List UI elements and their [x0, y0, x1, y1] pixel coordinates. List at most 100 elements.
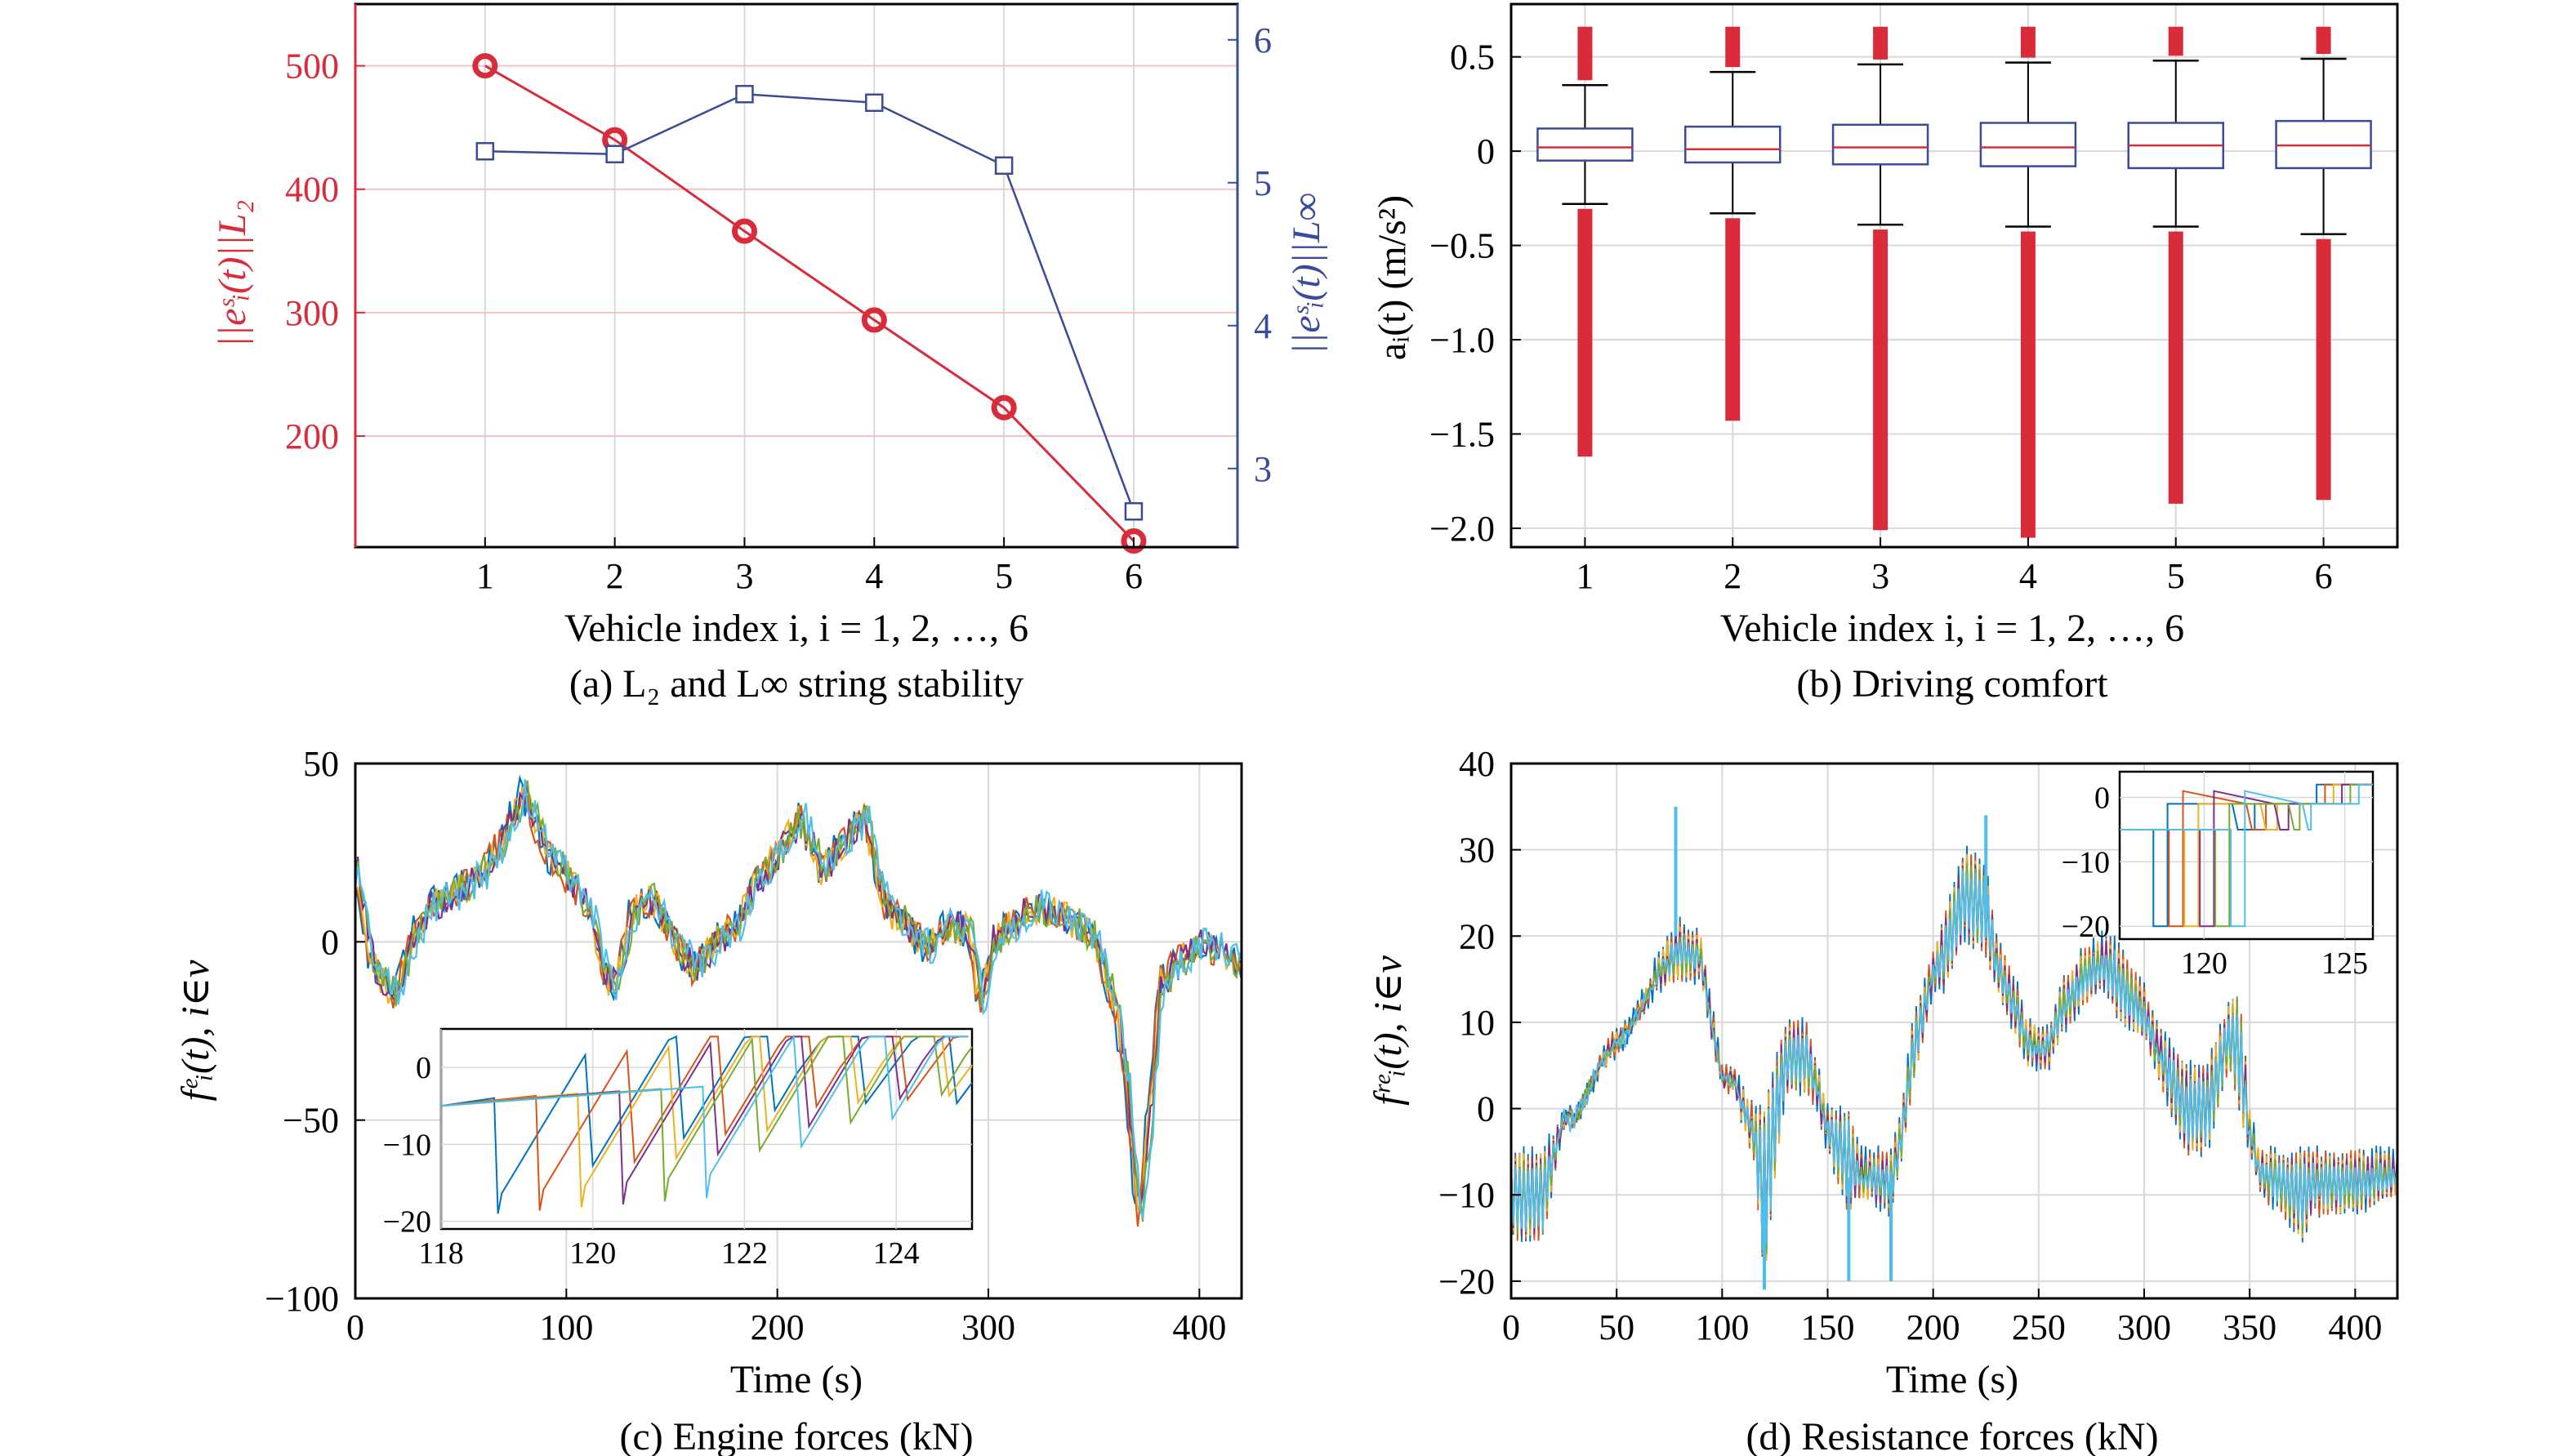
y-tick-label: 0 — [321, 922, 339, 962]
inset-x-tick-label: 120 — [569, 1236, 616, 1271]
panel-d-ylabel: fʳᵉᵢ(t), i∈v — [1367, 955, 1410, 1105]
panel-c-ylabel: fᵉᵢ(t), i∈v — [174, 960, 217, 1102]
inset-series-5 — [2120, 783, 2373, 928]
inset-frame — [439, 1027, 974, 1231]
y-tick-label-left: 200 — [285, 416, 339, 456]
x-tick-label: 2 — [1724, 556, 1741, 596]
inset-y-tick-label: −10 — [383, 1128, 431, 1162]
x-tick-label: 4 — [865, 556, 883, 596]
data-point-circle — [991, 394, 1017, 421]
x-tick-label: 150 — [1801, 1307, 1855, 1347]
panel-b-grid — [1511, 4, 2397, 547]
panel-d-caption: (d) Resistance forces (kN) — [1746, 1415, 2158, 1456]
x-tick-label: 300 — [2117, 1307, 2171, 1347]
panel-b-caption: (b) Driving comfort — [1796, 662, 2108, 706]
inset-x-tick-label: 122 — [721, 1236, 768, 1271]
panel-c-caption: (c) Engine forces (kN) — [619, 1415, 973, 1456]
x-tick-label: 0 — [346, 1307, 364, 1347]
panel-a-caption: (a) L₂ and L∞ string stability — [569, 662, 1023, 706]
x-tick-label: 200 — [751, 1307, 805, 1347]
panel-b-frame — [1509, 2, 2399, 549]
x-tick-label: 100 — [539, 1307, 593, 1347]
y-tick-label: 0 — [1477, 1089, 1495, 1129]
y-tick-label: 10 — [1459, 1003, 1495, 1043]
y-tick-label-right: 6 — [1254, 20, 1272, 60]
y-tick-label: −50 — [283, 1101, 339, 1141]
panel-c-frame — [354, 762, 1243, 1300]
data-point-circle — [731, 218, 757, 244]
x-tick-label: 250 — [2012, 1307, 2066, 1347]
x-tick-label: 1 — [1576, 556, 1594, 596]
panel-d: 0 50 100 150 200 250 300 350 400403020100−10−20 … — [1367, 744, 2399, 1456]
data-point-square — [735, 85, 754, 104]
panel-c-xlabel: Time (s) — [730, 1358, 863, 1401]
x-tick-label: 300 — [961, 1307, 1015, 1347]
inset-y-tick-label: −20 — [383, 1205, 431, 1240]
inset-series-4 — [440, 1035, 969, 1204]
panel-c-inset: 118 120 122 124 0 −10 −20 — [383, 1027, 974, 1271]
y-tick-label-right: 5 — [1254, 163, 1272, 203]
y-tick-label: 50 — [303, 744, 339, 784]
inset-series-3 — [2120, 783, 2373, 928]
x-tick-label: 6 — [1125, 556, 1143, 596]
y-tick-label: 0.5 — [1450, 38, 1495, 78]
panel-d-frame — [1509, 762, 2399, 1300]
panel-a-ticks: 1 2 3 4 5 6 200 300 400 500 3 4 5 6 — [285, 20, 1272, 596]
panel-d-plot — [1510, 806, 2398, 1290]
inset-x-tick-label: 125 — [2321, 946, 2368, 981]
inset-y-tick-label: −10 — [2062, 845, 2110, 879]
box-iqr — [1979, 122, 2077, 167]
x-tick-label: 3 — [735, 556, 753, 596]
data-point-square — [1124, 502, 1144, 521]
inset-x-tick-label: 118 — [418, 1236, 464, 1271]
y-tick-label: 20 — [1459, 916, 1495, 956]
inset-y-tick-label: 0 — [416, 1051, 431, 1085]
data-point-square — [865, 93, 884, 112]
data-point-circle — [472, 53, 498, 79]
y-tick-label: −1.5 — [1429, 414, 1495, 454]
x-tick-label: 100 — [1695, 1307, 1749, 1347]
y-tick-label: −1.0 — [1429, 320, 1495, 360]
inset-series-2 — [2120, 783, 2373, 928]
x-tick-label: 6 — [2315, 556, 2333, 596]
y-tick-label: −0.5 — [1429, 226, 1495, 266]
data-point-square — [605, 145, 624, 163]
y-tick-label-left: 300 — [285, 293, 339, 333]
box-iqr — [1536, 127, 1634, 162]
x-tick-label: 350 — [2223, 1307, 2276, 1347]
inset-series-6 — [440, 1034, 969, 1199]
panel-a: 1 2 3 4 5 6 200 300 400 500 3 4 5 6 ||eˢᵢ(t)||L₂ ||eˢ… — [211, 2, 1328, 706]
y-tick-label: 30 — [1459, 830, 1495, 870]
inset-x-tick-label: 124 — [873, 1236, 920, 1271]
x-tick-label: 4 — [2019, 556, 2037, 596]
panel-b: 1 2 3 4 5 60.50−0.5−1.0−1.5−2.0 aᵢ(t) (m/s²) … — [1371, 2, 2399, 706]
x-tick-label: 2 — [606, 556, 624, 596]
data-point-circle — [1121, 528, 1147, 554]
resistance-force-series-6 — [1510, 870, 2398, 1250]
data-point-circle — [861, 307, 887, 333]
engine-force-series-6 — [354, 779, 1243, 1221]
x-tick-label: 1 — [476, 556, 494, 596]
series-line-blue — [484, 92, 1135, 512]
y-tick-label-left: 400 — [285, 170, 339, 210]
panel-a-xlabel: Vehicle index i, i = 1, 2, …, 6 — [564, 607, 1028, 650]
inset-series-1 — [2120, 783, 2373, 928]
x-tick-label: 5 — [2167, 556, 2185, 596]
panel-a-ylabel-right: ||eˢᵢ(t)||L∞ — [1285, 193, 1328, 354]
panel-a-grid — [355, 4, 1237, 547]
y-tick-label: −2.0 — [1429, 509, 1495, 549]
data-point-square — [475, 142, 495, 161]
y-tick-label: −100 — [265, 1279, 339, 1319]
box-iqr — [1831, 123, 1929, 166]
inset-y-tick-label: −20 — [2062, 910, 2110, 944]
panel-a-ylabel-left: ||eˢᵢ(t)||L₂ — [211, 200, 254, 348]
panel-d-xlabel: Time (s) — [1886, 1358, 2018, 1401]
inset-x-tick-label: 120 — [2181, 946, 2227, 981]
x-tick-label: 400 — [1172, 1307, 1226, 1347]
inset-series-2 — [440, 1035, 969, 1211]
inset-series-6 — [2120, 783, 2373, 928]
panel-c-plot — [354, 774, 1243, 1227]
panel-d-inset: 120 125 0 −10 −20 — [2062, 770, 2375, 981]
